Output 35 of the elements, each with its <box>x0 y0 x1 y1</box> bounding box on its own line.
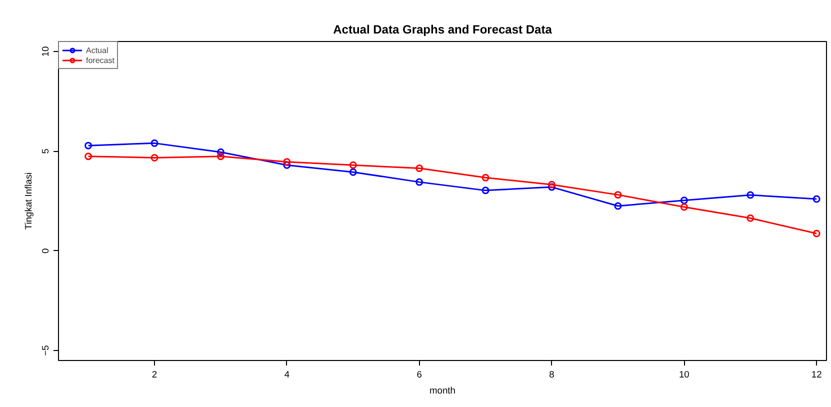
legend-label: forecast <box>86 55 114 65</box>
point <box>150 154 158 162</box>
point <box>416 164 424 172</box>
point <box>283 161 291 169</box>
point <box>614 202 622 210</box>
x-tick-label: 4 <box>284 370 290 380</box>
x-tick-label: 8 <box>549 370 554 380</box>
y-tick-label: −5 <box>40 345 50 356</box>
point <box>283 158 291 166</box>
chart-title: Actual Data Graphs and Forecast Data <box>333 22 552 36</box>
point <box>349 161 357 169</box>
y-tick-label: 5 <box>40 148 50 154</box>
point <box>746 191 754 199</box>
point <box>614 191 622 199</box>
point <box>680 196 688 204</box>
point <box>548 183 556 191</box>
x-tick-label: 12 <box>811 370 822 380</box>
point <box>349 168 357 176</box>
point <box>216 152 224 160</box>
point <box>216 148 224 156</box>
x-tick-label: 2 <box>152 370 158 380</box>
point <box>746 214 754 222</box>
legend-label: Actual <box>86 45 108 55</box>
y-tick-label: 10 <box>40 46 50 57</box>
point <box>150 139 158 147</box>
point <box>482 186 490 194</box>
point <box>482 174 490 182</box>
y-axis-title: Tingkat Inflasi <box>24 172 34 230</box>
point <box>416 178 424 186</box>
point <box>548 180 556 188</box>
x-tick-label: 6 <box>416 370 422 380</box>
x-axis-title: month <box>430 386 456 396</box>
point <box>680 203 688 211</box>
x-tick-label: 10 <box>678 370 690 380</box>
y-tick-label: 0 <box>40 248 50 254</box>
